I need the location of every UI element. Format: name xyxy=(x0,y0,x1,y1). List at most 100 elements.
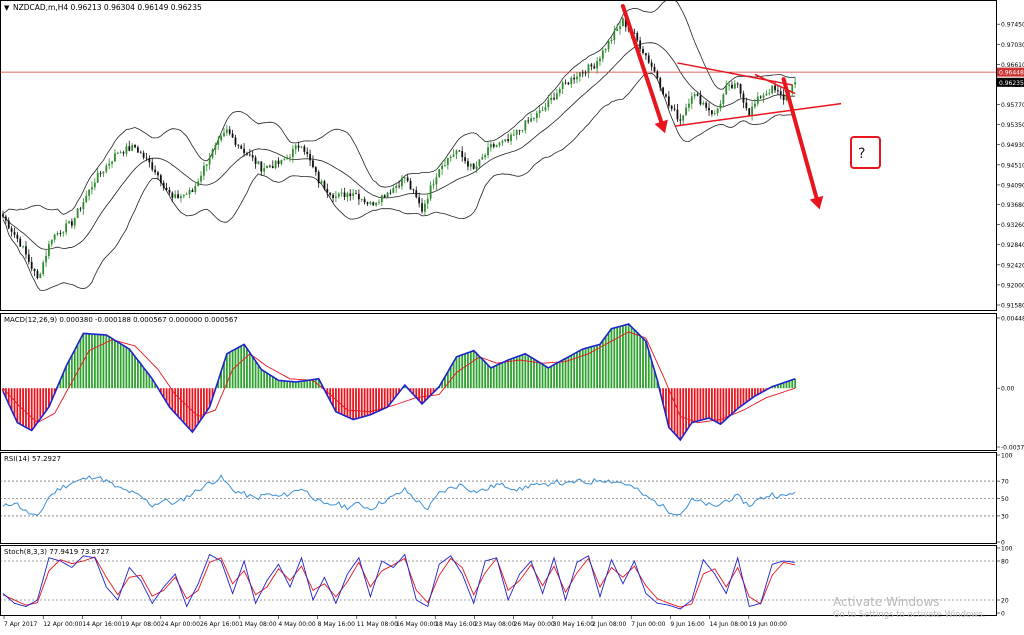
candle xyxy=(676,109,679,120)
candle xyxy=(495,145,498,147)
candle xyxy=(346,193,349,197)
candle xyxy=(639,40,642,49)
candle xyxy=(768,93,771,94)
macd-bar xyxy=(403,385,406,389)
candle xyxy=(446,158,449,166)
macd-bar xyxy=(492,366,495,389)
macd-bar xyxy=(33,388,36,427)
macd-bar xyxy=(263,371,266,389)
macd-bar xyxy=(578,350,581,389)
candle xyxy=(148,158,151,163)
macd-bar xyxy=(257,365,260,389)
macd-bar xyxy=(558,361,561,389)
macd-bar xyxy=(490,367,492,389)
candle xyxy=(748,108,751,116)
macd-bar xyxy=(337,388,340,414)
candle xyxy=(294,145,297,150)
macd-bar xyxy=(762,388,765,392)
axes: 0.974500.970300.966100.961900.957700.953… xyxy=(3,22,1024,628)
macd-bar xyxy=(360,388,363,418)
candle xyxy=(774,85,776,91)
candle xyxy=(685,107,687,116)
macd-bar xyxy=(62,373,65,389)
macd-bar xyxy=(441,381,444,389)
macd-bar xyxy=(415,388,418,398)
symbol-info: NZDCAD,m,H4 0.96213 0.96304 0.96149 0.96… xyxy=(13,3,202,12)
candle xyxy=(174,194,177,198)
macd-bar xyxy=(300,381,303,389)
macd-bar xyxy=(777,384,779,389)
macd-bar xyxy=(139,363,142,389)
macd-bar xyxy=(736,388,739,409)
rsi-title: RSI(14) 57.2927 xyxy=(4,455,61,463)
candle xyxy=(306,151,309,154)
candle xyxy=(705,102,708,108)
macd-bar xyxy=(507,360,510,389)
macd-bar xyxy=(665,388,667,416)
macd-title: MACD(12,26,9) 0.000380 -0.000188 0.00056… xyxy=(4,316,238,324)
macd-bar xyxy=(670,388,673,431)
macd-bar xyxy=(639,335,642,389)
macd-bar xyxy=(357,388,360,418)
macd-bar xyxy=(50,388,53,401)
macd-bar xyxy=(550,366,553,389)
macd-bar xyxy=(136,360,139,389)
macd-bar xyxy=(412,388,415,395)
candle xyxy=(157,172,159,176)
macd-bar xyxy=(702,388,705,420)
macd-bar xyxy=(745,388,748,403)
macd-bar xyxy=(111,338,113,389)
macd-bar xyxy=(76,344,79,389)
price-tick-label: 0.97450 xyxy=(1001,22,1024,29)
macd-bar xyxy=(16,388,19,423)
stoch-pane[interactable] xyxy=(0,545,997,616)
candle xyxy=(398,185,400,187)
candle xyxy=(314,167,317,172)
rsi-tick-label: 30 xyxy=(1001,513,1009,520)
candle xyxy=(274,160,277,169)
macd-bar xyxy=(309,379,311,389)
candle xyxy=(257,161,260,164)
candle xyxy=(733,83,736,89)
macd-bar xyxy=(369,388,372,415)
candle xyxy=(88,189,90,196)
candle xyxy=(378,202,380,203)
price-pane[interactable] xyxy=(0,0,997,311)
candle xyxy=(246,153,248,155)
candle xyxy=(584,72,587,74)
candle xyxy=(125,146,128,154)
macd-bar xyxy=(788,380,791,389)
stoch-tick-label: 0 xyxy=(1001,611,1005,618)
candle xyxy=(389,192,392,194)
stoch-plot xyxy=(0,553,996,610)
candle xyxy=(45,255,47,263)
macd-plot xyxy=(2,323,797,442)
candle xyxy=(70,221,73,226)
macd-bar xyxy=(234,349,237,389)
macd-bar xyxy=(613,327,616,389)
price-tick-label: 0.92000 xyxy=(1001,282,1024,289)
candle xyxy=(231,133,234,138)
price-tick-label: 0.92420 xyxy=(1001,262,1024,269)
macd-bar xyxy=(122,345,125,389)
candle xyxy=(515,130,518,135)
candle xyxy=(731,84,733,89)
macd-bar xyxy=(383,388,386,409)
macd-bar xyxy=(754,388,756,397)
macd-bar xyxy=(642,338,644,389)
candle xyxy=(742,93,745,103)
macd-bar xyxy=(2,388,4,392)
candle xyxy=(756,96,759,104)
rsi-pane[interactable] xyxy=(0,452,997,544)
macd-bar xyxy=(105,334,108,389)
candle xyxy=(217,139,220,145)
macd-bar xyxy=(48,388,50,408)
candle xyxy=(561,82,564,90)
candle xyxy=(478,159,481,167)
macd-bar xyxy=(622,325,624,389)
macd-bar xyxy=(498,363,501,389)
symbol-dropdown-icon[interactable]: ▼ xyxy=(4,4,10,12)
macd-bar xyxy=(343,388,346,416)
